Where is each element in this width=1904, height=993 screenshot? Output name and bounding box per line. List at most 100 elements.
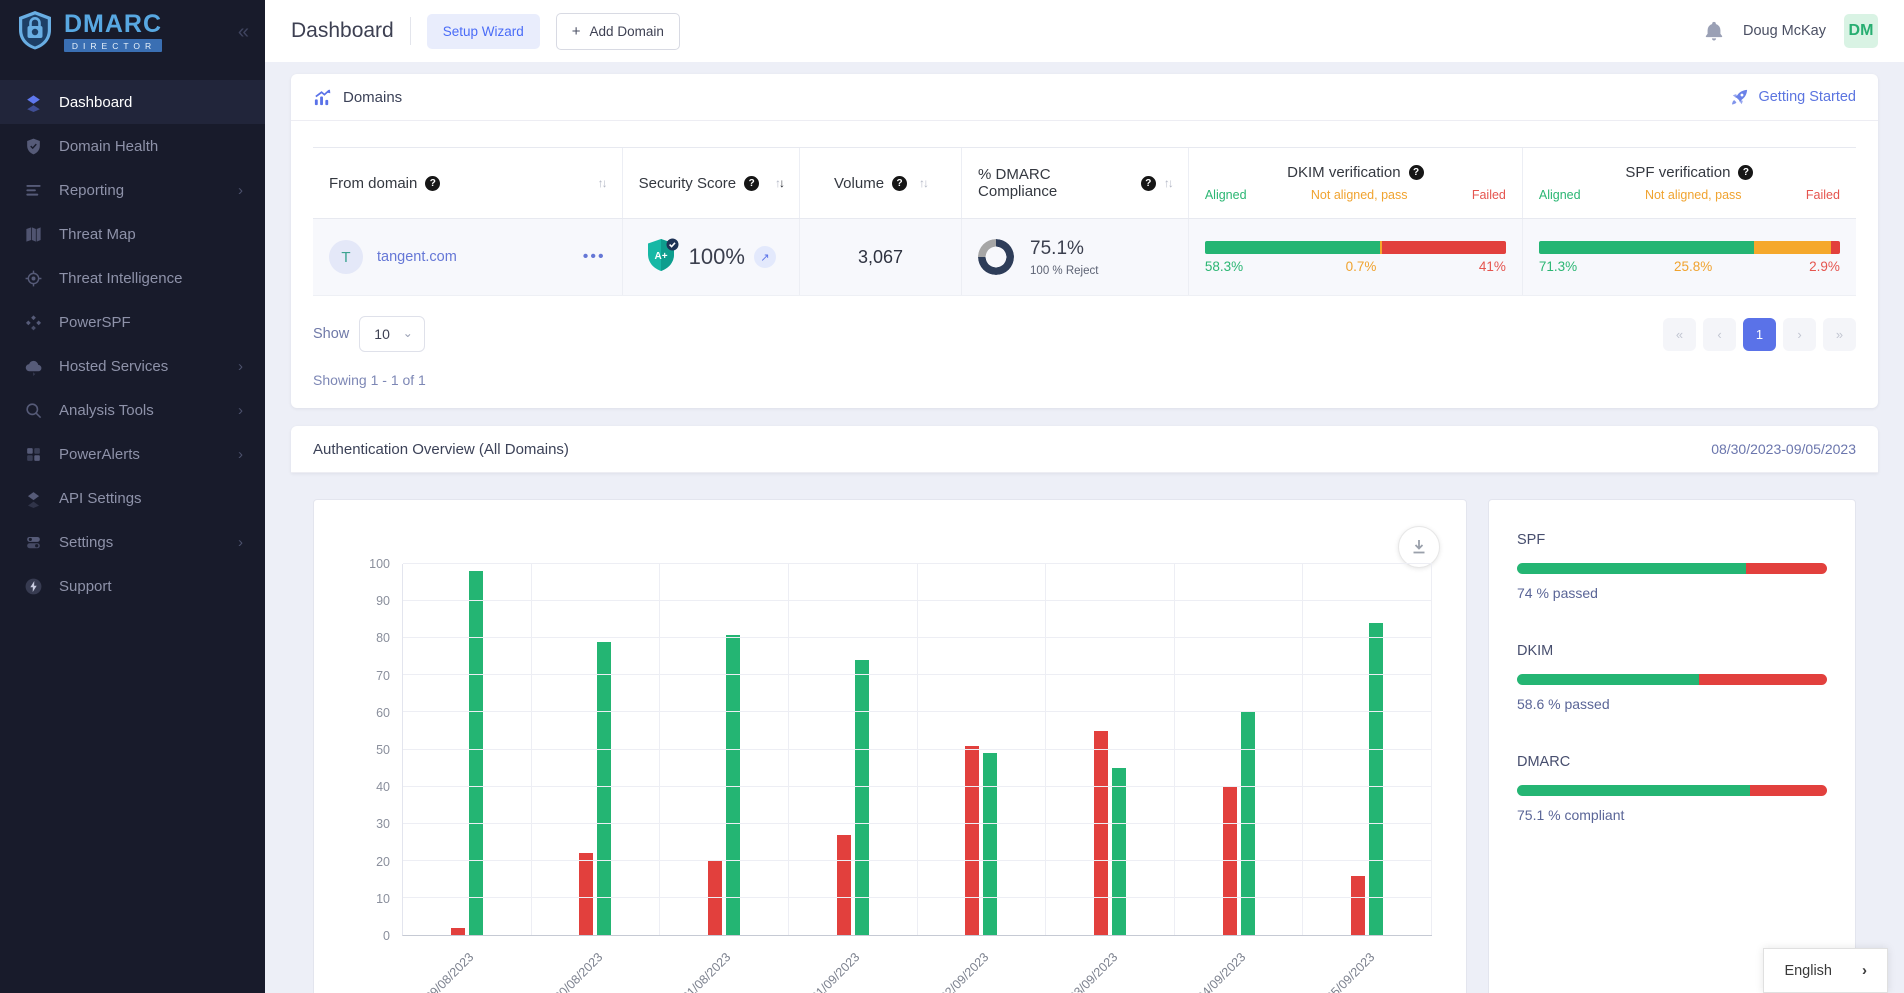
x-tick-label: 30/08/2023 (551, 950, 605, 993)
chart-bar-group (1175, 564, 1304, 935)
analysis-tools-icon (22, 399, 44, 421)
bar-passed (1241, 712, 1255, 935)
bar-passed (855, 660, 869, 935)
pagination-prev-button[interactable]: ‹ (1703, 318, 1736, 351)
brand-title: DMARC (64, 12, 162, 37)
bar-failed (451, 928, 465, 935)
bar-passed (597, 642, 611, 935)
y-tick-label: 40 (376, 780, 390, 794)
sidebar-item-reporting[interactable]: Reporting› (0, 168, 265, 212)
notification-bell-icon[interactable] (1703, 20, 1725, 42)
sidebar-item-support[interactable]: Support (0, 564, 265, 608)
x-tick-label: 31/08/2023 (680, 950, 734, 993)
cell-dmarc-compliance: 75.1% 100 % Reject (961, 219, 1188, 295)
x-tick-label: 29/08/2023 (422, 950, 476, 993)
help-icon[interactable]: ? (425, 176, 440, 191)
sidebar-collapse-icon[interactable]: « (238, 21, 249, 44)
chart-y-axis: 0102030405060708090100 (348, 564, 402, 936)
sidebar-item-domain-health[interactable]: Domain Health (0, 124, 265, 168)
sidebar-item-settings[interactable]: Settings› (0, 520, 265, 564)
page-title: Dashboard (291, 19, 394, 43)
domain-initial-avatar: T (329, 240, 363, 274)
add-domain-button[interactable]: + Add Domain (556, 13, 680, 50)
help-icon[interactable]: ? (1141, 176, 1156, 191)
sidebar-item-threat-map[interactable]: Threat Map (0, 212, 265, 256)
chart-bar-group (918, 564, 1047, 935)
x-tick-label: 02/09/2023 (937, 950, 991, 993)
pagination-page-1-button[interactable]: 1 (1743, 318, 1776, 351)
pagination-last-button[interactable]: » (1823, 318, 1856, 351)
sidebar-item-hosted-services[interactable]: Hosted Services› (0, 344, 265, 388)
bar-failed (837, 835, 851, 935)
sidebar-item-poweralerts[interactable]: PowerAlerts› (0, 432, 265, 476)
chart-bar-group (789, 564, 918, 935)
avatar[interactable]: DM (1844, 14, 1878, 48)
x-tick-label: 04/09/2023 (1195, 950, 1249, 993)
y-tick-label: 60 (376, 706, 390, 720)
chart-bar-group (403, 564, 532, 935)
sidebar-item-analysis-tools[interactable]: Analysis Tools› (0, 388, 265, 432)
domain-link[interactable]: tangent.com (377, 249, 457, 265)
domains-card: Domains Getting Started From domain ? ↑↓… (291, 74, 1878, 408)
page-size-select[interactable]: 10 ⌄ (359, 316, 425, 352)
sort-icons[interactable]: ↑↓ (1164, 176, 1172, 190)
sort-icons[interactable]: ↑↓ (775, 176, 783, 190)
chevron-right-icon: › (1862, 962, 1867, 979)
bar-passed (469, 571, 483, 935)
table-row: T tangent.com ••• A+ (313, 219, 1856, 296)
dkim-stacked-bar (1205, 241, 1506, 254)
pagination-next-button[interactable]: › (1783, 318, 1816, 351)
help-icon[interactable]: ? (892, 176, 907, 191)
x-tick-label: 03/09/2023 (1066, 950, 1120, 993)
pagination: « ‹ 1 › » (1663, 318, 1856, 351)
language-selector-button[interactable]: English › (1763, 948, 1888, 993)
brand: DMARC DIRECTOR « (0, 0, 265, 64)
setup-wizard-button[interactable]: Setup Wizard (427, 14, 540, 49)
sidebar-item-threat-intelligence[interactable]: Threat Intelligence (0, 256, 265, 300)
bar-failed (708, 861, 722, 935)
getting-started-link[interactable]: Getting Started (1730, 88, 1856, 107)
stat-bar (1517, 785, 1827, 796)
sort-icons[interactable]: ↑↓ (919, 176, 927, 190)
user-name[interactable]: Doug McKay (1743, 23, 1826, 39)
sort-icons[interactable]: ↑↓ (598, 176, 606, 190)
brand-subtitle: DIRECTOR (64, 39, 162, 52)
settings-icon (22, 531, 44, 553)
stat-bar (1517, 563, 1827, 574)
help-icon[interactable]: ? (1409, 165, 1424, 180)
auth-chart-panel: 0102030405060708090100 29/08/202330/08/2… (313, 499, 1467, 993)
sidebar-menu: Dashboard Domain Health Reporting› Threa… (0, 64, 265, 608)
x-tick-label: 05/09/2023 (1323, 950, 1377, 993)
sidebar-item-dashboard[interactable]: Dashboard (0, 80, 265, 124)
dkim-bar-labels: 58.3%0.7%41% (1205, 259, 1506, 274)
auth-overview-card: Authentication Overview (All Domains) 08… (291, 426, 1878, 473)
topbar-divider (410, 17, 411, 45)
table-header-row: From domain ? ↑↓ Security Score ? ↑↓ Vol… (313, 147, 1856, 219)
sidebar-item-powerspf[interactable]: PowerSPF (0, 300, 265, 344)
compliance-donut (978, 239, 1014, 275)
y-tick-label: 30 (376, 817, 390, 831)
col-from-domain[interactable]: From domain ? ↑↓ (313, 148, 622, 218)
cell-dkim: 58.3%0.7%41% (1188, 219, 1522, 295)
col-dmarc-compliance[interactable]: % DMARC Compliance ? ↑↓ (961, 148, 1188, 218)
chart-growth-icon (313, 88, 332, 107)
row-more-menu-icon[interactable]: ••• (583, 248, 606, 266)
grade-shield-icon: A+ (646, 237, 680, 278)
pagination-first-button[interactable]: « (1663, 318, 1696, 351)
domains-card-title: Domains (343, 89, 402, 106)
bar-passed (1112, 768, 1126, 935)
external-link-icon[interactable]: ↗ (754, 246, 776, 268)
help-icon[interactable]: ? (1738, 165, 1753, 180)
col-volume[interactable]: Volume ? ↑↓ (799, 148, 961, 218)
domain-health-icon (22, 135, 44, 157)
stat-dkim: DKIM 58.6 % passed (1517, 643, 1827, 712)
chart-bar-group (660, 564, 789, 935)
cell-security-score: A+ 100% ↗ (622, 219, 799, 295)
help-icon[interactable]: ? (744, 176, 759, 191)
chart-download-icon[interactable] (1398, 526, 1440, 568)
col-security-score[interactable]: Security Score ? ↑↓ (622, 148, 799, 218)
auth-bar-chart: 0102030405060708090100 (348, 564, 1432, 936)
sidebar-item-api-settings[interactable]: API Settings (0, 476, 265, 520)
chart-plot-area (402, 564, 1432, 936)
y-tick-label: 90 (376, 594, 390, 608)
